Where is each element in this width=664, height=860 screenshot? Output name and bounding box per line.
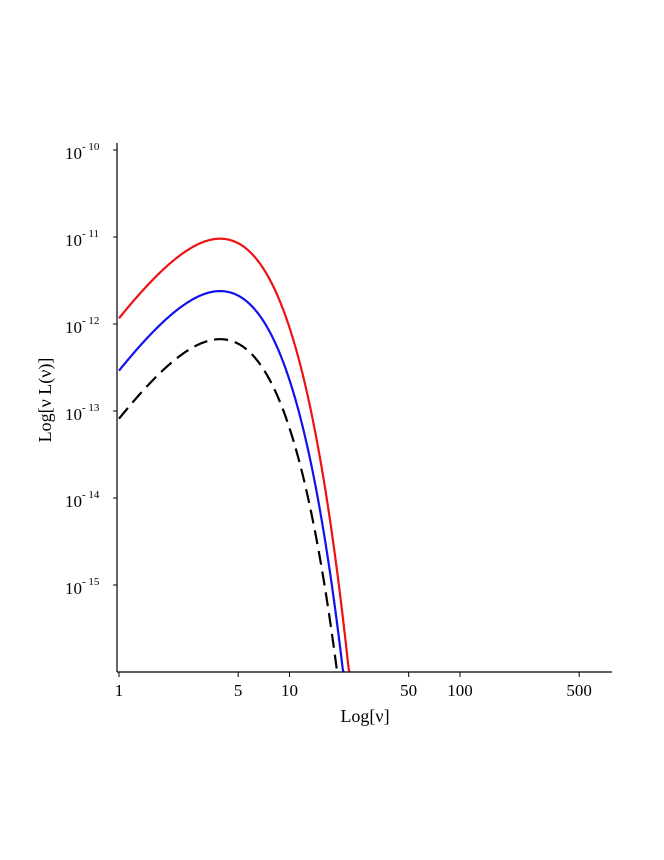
series-layer: [118, 237, 351, 673]
y-tick-exponent: - 14: [82, 489, 100, 501]
x-ticks: 1 5 10 50 100 500: [115, 672, 592, 700]
x-axis-title: Log[ν]: [340, 706, 389, 726]
y-tick-label: 10- 15: [65, 576, 100, 598]
y-tick-label: 10- 12: [65, 315, 99, 337]
x-tick-label: 5: [234, 681, 243, 700]
y-tick-exponent: - 15: [82, 576, 100, 588]
y-tick-exponent: - 13: [82, 402, 100, 414]
y-tick-label: 10- 14: [65, 489, 100, 511]
x-tick-label: 10: [281, 681, 298, 700]
y-tick-base: 10: [65, 492, 82, 511]
y-tick-base: 10: [65, 579, 82, 598]
y-tick-base: 10: [65, 318, 82, 337]
series-line-blue: [118, 289, 345, 673]
y-axis-title: Log[ν L(ν)]: [35, 358, 56, 443]
x-tick-label: 100: [447, 681, 473, 700]
series-line-black-dashed: [118, 338, 339, 673]
y-tick-label: 10- 11: [65, 228, 99, 250]
y-tick-label: 10- 13: [65, 402, 100, 424]
y-tick-base: 10: [65, 405, 82, 424]
y-tick-exponent: - 11: [82, 228, 99, 240]
x-tick-label: 50: [400, 681, 417, 700]
y-tick-exponent: - 10: [82, 141, 100, 153]
y-tick-exponent: - 12: [82, 315, 99, 327]
y-tick-base: 10: [65, 231, 82, 250]
x-tick-label: 1: [115, 681, 124, 700]
x-tick-label: 500: [566, 681, 592, 700]
y-tick-label: 10- 10: [65, 141, 100, 163]
y-tick-base: 10: [65, 144, 82, 163]
series-line-red: [118, 237, 351, 673]
